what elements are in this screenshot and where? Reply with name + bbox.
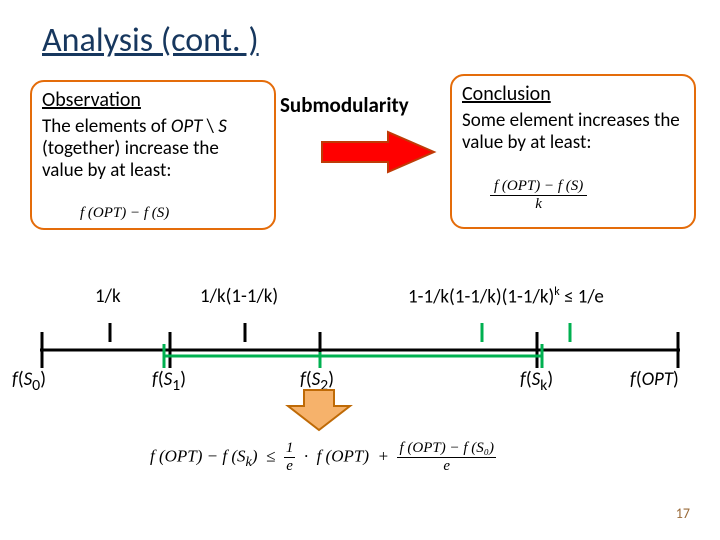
timeline-s0: f(S0) [12, 368, 46, 395]
page-number: 17 [676, 505, 690, 522]
conclusion-formula: f (OPT) − f (S) k [490, 178, 587, 213]
timeline-diagram [40, 320, 680, 410]
timeline-opt: f(OPT) [630, 368, 679, 391]
timeline-top-bound: 1-1/k(1-1/k)(1-1/k)k ≤ 1/e [408, 285, 604, 308]
down-arrow-icon [284, 388, 354, 433]
submodularity-label: Submodularity [280, 92, 409, 118]
timeline-top-1k: 1/k [95, 285, 121, 308]
implication-arrow-icon [318, 128, 438, 176]
bottom-formula: f (OPT) − f (Sk) ≤ 1e · f (OPT) + f (OPT… [150, 440, 496, 475]
observation-header: Observation [42, 88, 264, 112]
timeline-s1: f(S1) [152, 368, 186, 395]
observation-body: The elements of OPT \ S (together) incre… [42, 116, 264, 182]
observation-formula: f (OPT) − f (S) [80, 205, 169, 222]
conclusion-body: Some element increases the value by at l… [462, 110, 684, 154]
conclusion-formula-den: k [490, 196, 587, 213]
conclusion-formula-num: f (OPT) − f (S) [490, 178, 587, 196]
conclusion-header: Conclusion [462, 82, 684, 106]
timeline-top-1k1: 1/k(1-1/k) [200, 285, 278, 308]
slide-title: Analysis (cont. ) [42, 20, 259, 61]
timeline-sk: f(Sk) [520, 368, 553, 395]
